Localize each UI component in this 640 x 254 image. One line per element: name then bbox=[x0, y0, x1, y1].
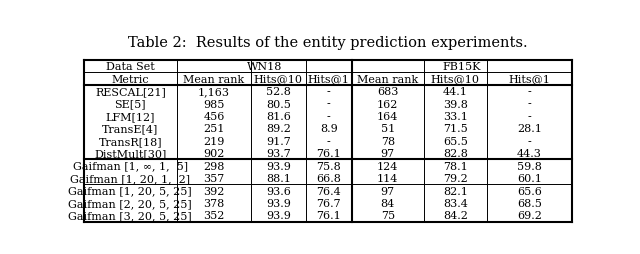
Text: 352: 352 bbox=[204, 211, 225, 220]
Text: 28.1: 28.1 bbox=[517, 124, 542, 134]
Text: 93.9: 93.9 bbox=[266, 211, 291, 220]
Text: 68.5: 68.5 bbox=[517, 198, 542, 208]
Text: 164: 164 bbox=[377, 112, 399, 121]
Text: -: - bbox=[527, 112, 531, 121]
Text: LFM[12]: LFM[12] bbox=[106, 112, 155, 121]
Text: Gaifman [1, 20, 1,  2]: Gaifman [1, 20, 1, 2] bbox=[70, 173, 191, 183]
Text: 76.4: 76.4 bbox=[316, 186, 341, 196]
Text: 66.8: 66.8 bbox=[316, 173, 341, 183]
Text: FB15K: FB15K bbox=[443, 62, 481, 72]
Text: 51: 51 bbox=[381, 124, 395, 134]
Text: 298: 298 bbox=[204, 161, 225, 171]
Text: 124: 124 bbox=[377, 161, 399, 171]
Text: Hits@1: Hits@1 bbox=[508, 74, 550, 84]
Text: 75: 75 bbox=[381, 211, 395, 220]
Text: 44.3: 44.3 bbox=[517, 149, 542, 159]
Text: 71.5: 71.5 bbox=[443, 124, 468, 134]
Text: 683: 683 bbox=[377, 87, 399, 97]
Text: 93.7: 93.7 bbox=[266, 149, 291, 159]
Text: Gaifman [2, 20, 5, 25]: Gaifman [2, 20, 5, 25] bbox=[68, 198, 192, 208]
Text: 82.8: 82.8 bbox=[443, 149, 468, 159]
Text: 357: 357 bbox=[204, 173, 225, 183]
Text: 84.2: 84.2 bbox=[443, 211, 468, 220]
Text: 52.8: 52.8 bbox=[266, 87, 291, 97]
Text: Hits@10: Hits@10 bbox=[431, 74, 480, 84]
Text: 392: 392 bbox=[204, 186, 225, 196]
Text: 76.7: 76.7 bbox=[316, 198, 341, 208]
Text: -: - bbox=[527, 87, 531, 97]
Text: SE[5]: SE[5] bbox=[115, 99, 146, 109]
Text: 65.6: 65.6 bbox=[517, 186, 542, 196]
Text: 33.1: 33.1 bbox=[443, 112, 468, 121]
Text: Gaifman [1, 20, 5, 25]: Gaifman [1, 20, 5, 25] bbox=[68, 186, 192, 196]
Text: RESCAL[21]: RESCAL[21] bbox=[95, 87, 166, 97]
Text: Table 2:  Results of the entity prediction experiments.: Table 2: Results of the entity predictio… bbox=[128, 35, 528, 49]
Text: 8.9: 8.9 bbox=[320, 124, 338, 134]
Text: 456: 456 bbox=[204, 112, 225, 121]
Text: 80.5: 80.5 bbox=[266, 99, 291, 109]
Text: 378: 378 bbox=[204, 198, 225, 208]
Text: 114: 114 bbox=[377, 173, 399, 183]
Text: -: - bbox=[527, 136, 531, 146]
Text: 902: 902 bbox=[204, 149, 225, 159]
Text: -: - bbox=[327, 99, 331, 109]
Text: 97: 97 bbox=[381, 186, 395, 196]
Text: Mean rank: Mean rank bbox=[357, 74, 419, 84]
Text: 162: 162 bbox=[377, 99, 399, 109]
Text: 985: 985 bbox=[204, 99, 225, 109]
Text: TransR[18]: TransR[18] bbox=[99, 136, 162, 146]
Text: Mean rank: Mean rank bbox=[183, 74, 244, 84]
Text: WN18: WN18 bbox=[246, 62, 282, 72]
Text: 78: 78 bbox=[381, 136, 395, 146]
Text: 69.2: 69.2 bbox=[517, 211, 542, 220]
Text: Gaifman [1, ∞, 1,  5]: Gaifman [1, ∞, 1, 5] bbox=[73, 161, 188, 171]
Text: 76.1: 76.1 bbox=[316, 149, 341, 159]
Text: -: - bbox=[327, 112, 331, 121]
Text: 1,163: 1,163 bbox=[198, 87, 230, 97]
Text: 93.6: 93.6 bbox=[266, 186, 291, 196]
Text: Metric: Metric bbox=[111, 74, 149, 84]
Text: 76.1: 76.1 bbox=[316, 211, 341, 220]
Text: Gaifman [3, 20, 5, 25]: Gaifman [3, 20, 5, 25] bbox=[68, 211, 192, 220]
Text: 39.8: 39.8 bbox=[443, 99, 468, 109]
Text: DistMult[30]: DistMult[30] bbox=[94, 149, 166, 159]
Text: 79.2: 79.2 bbox=[443, 173, 468, 183]
Text: 89.2: 89.2 bbox=[266, 124, 291, 134]
Text: -: - bbox=[527, 99, 531, 109]
Text: -: - bbox=[327, 136, 331, 146]
Text: 93.9: 93.9 bbox=[266, 198, 291, 208]
Text: TransE[4]: TransE[4] bbox=[102, 124, 159, 134]
Text: 75.8: 75.8 bbox=[316, 161, 341, 171]
Text: Hits@1: Hits@1 bbox=[308, 74, 349, 84]
Text: -: - bbox=[327, 87, 331, 97]
Text: 78.1: 78.1 bbox=[443, 161, 468, 171]
Text: 251: 251 bbox=[204, 124, 225, 134]
Text: 91.7: 91.7 bbox=[266, 136, 291, 146]
Text: 97: 97 bbox=[381, 149, 395, 159]
Text: 219: 219 bbox=[204, 136, 225, 146]
Text: 59.8: 59.8 bbox=[517, 161, 542, 171]
Text: 88.1: 88.1 bbox=[266, 173, 291, 183]
Text: 82.1: 82.1 bbox=[443, 186, 468, 196]
Text: 81.6: 81.6 bbox=[266, 112, 291, 121]
Text: 44.1: 44.1 bbox=[443, 87, 468, 97]
Text: Hits@10: Hits@10 bbox=[254, 74, 303, 84]
Text: Data Set: Data Set bbox=[106, 62, 155, 72]
Text: 60.1: 60.1 bbox=[517, 173, 542, 183]
Text: 93.9: 93.9 bbox=[266, 161, 291, 171]
Text: 83.4: 83.4 bbox=[443, 198, 468, 208]
Text: 65.5: 65.5 bbox=[443, 136, 468, 146]
Text: 84: 84 bbox=[381, 198, 395, 208]
